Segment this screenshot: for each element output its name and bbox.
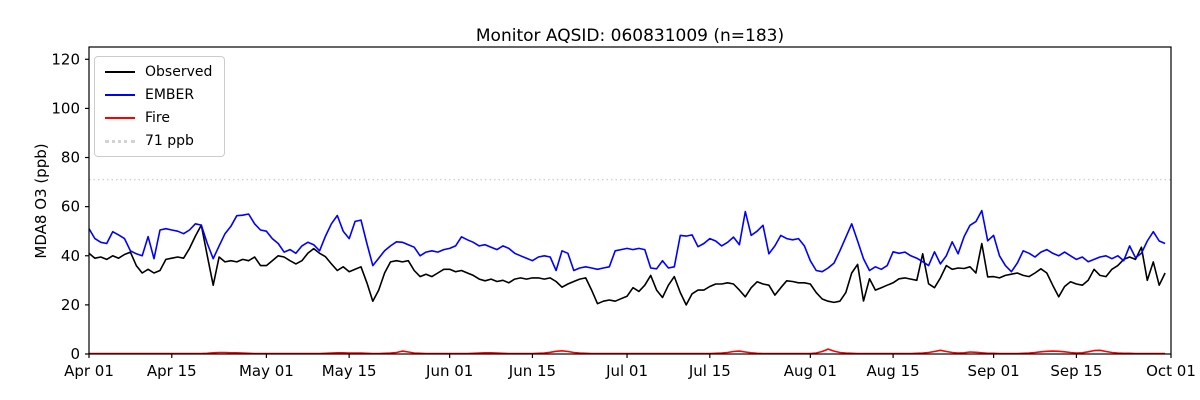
y-tick-label: 80 bbox=[61, 149, 80, 167]
x-tick-label: Jun 15 bbox=[508, 362, 556, 380]
y-tick-label: 20 bbox=[61, 296, 80, 314]
series-line-ember bbox=[88, 209, 1166, 273]
x-tick-label: Oct 01 bbox=[1146, 362, 1196, 380]
x-tick-label: May 01 bbox=[239, 362, 294, 380]
ember-line-sample bbox=[105, 94, 135, 96]
legend-label-threshold: 71 ppb bbox=[145, 133, 194, 149]
legend-entry-fire: Fire bbox=[105, 110, 212, 126]
legend-label-ember: EMBER bbox=[145, 87, 195, 103]
threshold-line-sample bbox=[105, 139, 135, 143]
legend: Observed EMBER Fire 71 ppb bbox=[94, 56, 226, 157]
fire-line-sample bbox=[105, 117, 135, 119]
legend-entry-threshold: 71 ppb bbox=[105, 133, 212, 149]
x-tick-label: Jul 15 bbox=[688, 362, 731, 380]
x-tick-label: Jul 01 bbox=[605, 362, 648, 380]
x-tick-label: Apr 01 bbox=[64, 362, 114, 380]
y-tick-label: 100 bbox=[51, 99, 80, 117]
observed-line-sample bbox=[105, 71, 135, 73]
x-tick-label: Aug 01 bbox=[784, 362, 837, 380]
series-line-observed bbox=[88, 224, 1166, 306]
x-tick-label: Sep 15 bbox=[1050, 362, 1102, 380]
y-tick-label: 120 bbox=[51, 50, 80, 68]
y-tick-label: 60 bbox=[61, 198, 80, 216]
x-tick-label: May 15 bbox=[322, 362, 377, 380]
legend-entry-ember: EMBER bbox=[105, 87, 212, 103]
y-tick-label: 40 bbox=[61, 247, 80, 265]
legend-label-fire: Fire bbox=[145, 110, 170, 126]
legend-entry-observed: Observed bbox=[105, 64, 212, 80]
x-tick-label: Aug 15 bbox=[867, 362, 920, 380]
series-line-fire bbox=[89, 348, 1166, 355]
y-tick-label: 0 bbox=[70, 345, 80, 363]
axes-spines bbox=[88, 46, 1172, 355]
x-tick-label: Apr 15 bbox=[147, 362, 197, 380]
x-tick-label: Sep 01 bbox=[968, 362, 1020, 380]
x-tick-label: Jun 01 bbox=[425, 362, 473, 380]
legend-label-observed: Observed bbox=[145, 64, 213, 80]
chart-title: Monitor AQSID: 060831009 (n=183) bbox=[475, 26, 785, 46]
